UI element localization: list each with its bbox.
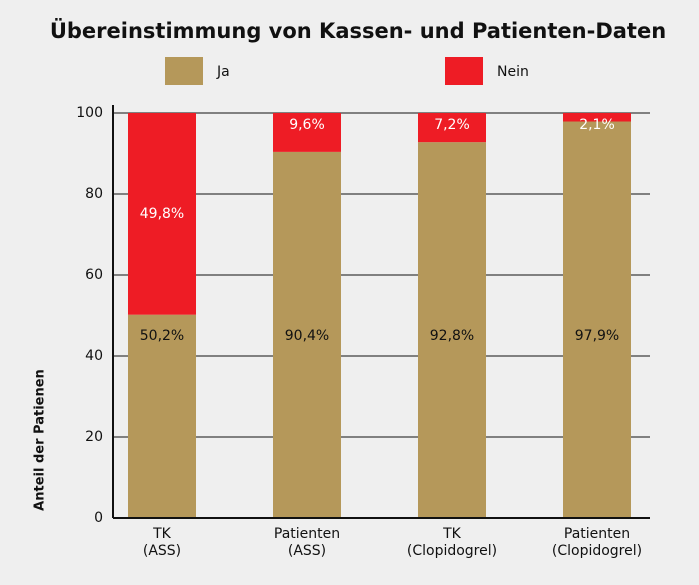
legend-swatch <box>165 57 203 85</box>
y-tick-label: 0 <box>94 510 103 526</box>
data-label: 49,8% <box>140 206 184 222</box>
legend-swatch <box>445 57 483 85</box>
x-tick-label: Patienten (Clopidogrel) <box>551 526 643 559</box>
bar-segment <box>418 113 486 143</box>
x-tick-label: TK (Clopidogrel) <box>406 526 498 559</box>
data-label: 9,6% <box>289 117 325 133</box>
bar-segment <box>563 113 631 122</box>
data-label: 92,8% <box>430 328 474 344</box>
y-axis-label: Anteil der Patienen <box>33 369 48 511</box>
y-tick-label: 100 <box>76 105 103 121</box>
data-label: 50,2% <box>140 328 184 344</box>
y-tick-label: 20 <box>85 429 103 445</box>
data-label: 97,9% <box>575 328 619 344</box>
legend-label: Ja <box>216 64 230 80</box>
bar-segment <box>563 121 631 518</box>
legend-label: Nein <box>497 64 529 80</box>
x-tick-label: TK (ASS) <box>142 526 182 559</box>
bar-segment <box>273 113 341 152</box>
y-tick-label: 40 <box>85 348 103 364</box>
bar-segment <box>128 314 196 518</box>
y-tick-label: 80 <box>85 186 103 202</box>
bar-segment <box>418 142 486 518</box>
data-label: 2,1% <box>579 117 615 133</box>
data-label: 7,2% <box>434 117 470 133</box>
bar-segment <box>273 151 341 518</box>
x-tick-label: Patienten (ASS) <box>273 526 341 559</box>
data-label: 90,4% <box>285 328 329 344</box>
chart-title: Übereinstimmung von Kassen- und Patiente… <box>50 18 666 43</box>
y-tick-label: 60 <box>85 267 103 283</box>
bar-segment <box>128 113 196 315</box>
